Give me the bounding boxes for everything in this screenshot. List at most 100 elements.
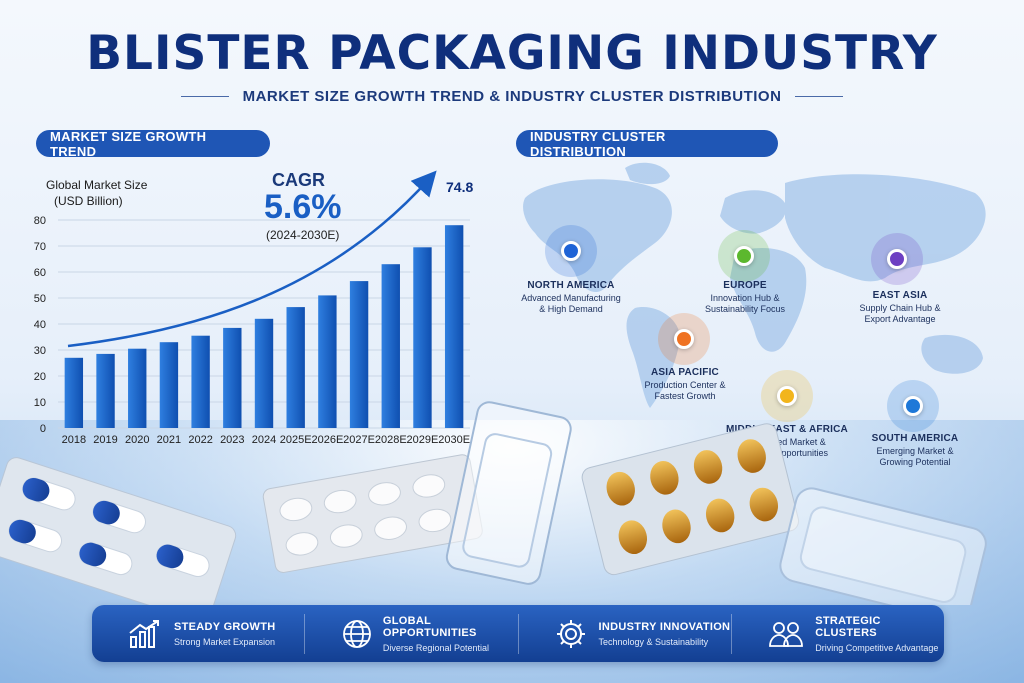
region-name: MIDDLE EAST & AFRICA: [726, 424, 848, 435]
feature-steady-growth: STEADY GROWTH Strong Market Expansion: [92, 614, 304, 654]
cagr-label: CAGR: [272, 170, 325, 190]
region-name: EAST ASIA: [872, 290, 928, 301]
region-middle-east-africa: MIDDLE EAST & AFRICA Untapped Market & Fu…: [722, 424, 852, 459]
region-desc: Production Center & Fastest Growth: [644, 380, 726, 401]
page-title: BLISTER PACKAGING INDUSTRY: [86, 26, 938, 81]
y-tick-label: 60: [34, 267, 46, 279]
x-tick-label: 2025E: [280, 434, 312, 446]
feature-bar: STEADY GROWTH Strong Market Expansion GL…: [92, 605, 944, 662]
feature-subtitle: Technology & Sustainability: [598, 636, 709, 647]
feature-subtitle: Driving Competitive Advantage: [815, 642, 939, 653]
region-asia-pacific: ASIA PACIFIC Production Center & Fastest …: [620, 367, 750, 402]
feature-title: STRATEGIC CLUSTERS: [815, 614, 881, 639]
cagr-value: 5.6%: [264, 188, 342, 226]
region-east-asia: EAST ASIA Supply Chain Hub & Export Advan…: [835, 290, 965, 325]
x-tick-label: 2019: [93, 434, 117, 446]
subtitle-row: MARKET SIZE GROWTH TREND & INDUSTRY CLUS…: [0, 88, 1024, 105]
y-axis-label-line2: (USD Billion): [54, 194, 123, 208]
africa-shape: [730, 248, 807, 352]
bar-2022: [191, 335, 210, 428]
final-value-label: 74.8: [446, 179, 474, 195]
east-asia-marker[interactable]: [871, 233, 923, 285]
region-north-america: NORTH AMERICA Advanced Manufacturing & Hi…: [506, 280, 636, 315]
north-america-marker[interactable]: [545, 225, 597, 277]
x-tick-label: 2018: [62, 434, 86, 446]
y-tick-label: 30: [34, 345, 46, 357]
feature-global-opportunities: GLOBAL OPPORTUNITIES Diverse Regional Po…: [304, 613, 517, 654]
bar-2027E: [349, 281, 369, 428]
y-tick-label: 40: [34, 319, 46, 331]
softgel-blister-pack: [581, 423, 800, 576]
feature-title: STEADY GROWTH: [174, 620, 276, 633]
australia-shape: [921, 334, 983, 374]
feature-strategic-clusters: STRATEGIC CLUSTERS Driving Competitive A…: [730, 613, 944, 654]
bar-2026E: [318, 295, 337, 428]
feature-subtitle: Strong Market Expansion: [174, 636, 276, 647]
y-tick-label: 80: [34, 215, 46, 227]
globe-icon: [343, 619, 371, 648]
world-map: [523, 162, 986, 408]
x-tick-label: 2021: [157, 434, 181, 446]
greenland-shape: [625, 162, 670, 185]
region-name: SOUTH AMERICA: [871, 433, 959, 444]
region-desc: Advanced Manufacturing & High Demand: [521, 293, 621, 314]
x-tick-label: 2020: [125, 434, 149, 446]
y-tick-label: 10: [34, 397, 46, 409]
bar-2025E: [286, 307, 305, 428]
region-name: NORTH AMERICA: [527, 280, 615, 291]
north-america-shape: [523, 179, 672, 293]
south-america-marker[interactable]: [887, 380, 939, 432]
y-tick-label: 0: [40, 423, 46, 435]
bar-2021: [159, 342, 179, 428]
asia-shape: [785, 174, 986, 282]
x-tick-label: 2028E: [375, 434, 407, 446]
market-section-title: MARKET SIZE GROWTH TREND: [36, 129, 270, 159]
region-name: EUROPE: [723, 280, 767, 291]
x-tick-label: 2026E: [311, 434, 343, 446]
middle-east-africa-marker[interactable]: [761, 370, 813, 422]
region-south-america: SOUTH AMERICA Emerging Market & Growing P…: [850, 433, 980, 468]
bar-2030E: [444, 225, 464, 428]
page-subtitle: MARKET SIZE GROWTH TREND & INDUSTRY CLUS…: [242, 88, 782, 105]
blister-products: [0, 401, 987, 605]
europe-marker[interactable]: [718, 230, 770, 282]
region-desc: Emerging Market & Growing Potential: [876, 446, 954, 467]
asia-pacific-marker[interactable]: [658, 313, 710, 365]
region-desc: Supply Chain Hub & Export Advantage: [859, 303, 941, 324]
growth-trend-arrow: [67, 170, 437, 348]
people-icon: [768, 621, 803, 647]
bar-2020: [128, 348, 147, 428]
feature-industry-innovation: INDUSTRY INNOVATION Technology & Sustain…: [517, 613, 731, 654]
tablet-blister-pack: [262, 454, 483, 573]
market-size-chart: Global Market Size (USD Billion) 0102030…: [34, 170, 470, 446]
bar-2029E: [413, 247, 432, 428]
europe-shape: [720, 190, 786, 234]
y-tick-label: 20: [34, 371, 46, 383]
bar-2019: [96, 353, 115, 428]
y-tick-label: 50: [34, 293, 46, 305]
region-europe: EUROPE Innovation Hub & Sustainability Fo…: [680, 280, 810, 315]
bar-2023: [223, 327, 242, 428]
feature-subtitle: Diverse Regional Potential: [382, 642, 489, 653]
x-tick-label: 2027E: [343, 434, 375, 446]
capsule-blister-pack: [0, 457, 237, 605]
region-desc: Untapped Market & Future Opportunities: [745, 437, 829, 458]
feature-title: GLOBAL OPPORTUNITIES: [382, 614, 477, 639]
x-tick-label: 2023: [220, 434, 244, 446]
divider-left: [180, 96, 229, 97]
south-america-shape: [626, 307, 680, 408]
divider-right: [795, 96, 844, 97]
region-desc: Innovation Hub & Sustainability Focus: [704, 293, 786, 314]
x-tick-label: 2022: [188, 434, 212, 446]
cagr-period: (2024-2030E): [266, 228, 340, 242]
x-tick-label: 2030E: [438, 434, 470, 446]
gear-icon: [556, 619, 585, 648]
bar-2018: [64, 357, 84, 428]
feature-title: INDUSTRY INNOVATION: [598, 620, 731, 633]
clear-tray-pack: [779, 487, 987, 605]
x-tick-label: 2029E: [407, 434, 439, 446]
region-name: ASIA PACIFIC: [651, 367, 719, 378]
cluster-section-title: INDUSTRY CLUSTER DISTRIBUTION: [516, 129, 778, 159]
bar-2028E: [381, 264, 400, 428]
y-tick-label: 70: [34, 241, 46, 253]
